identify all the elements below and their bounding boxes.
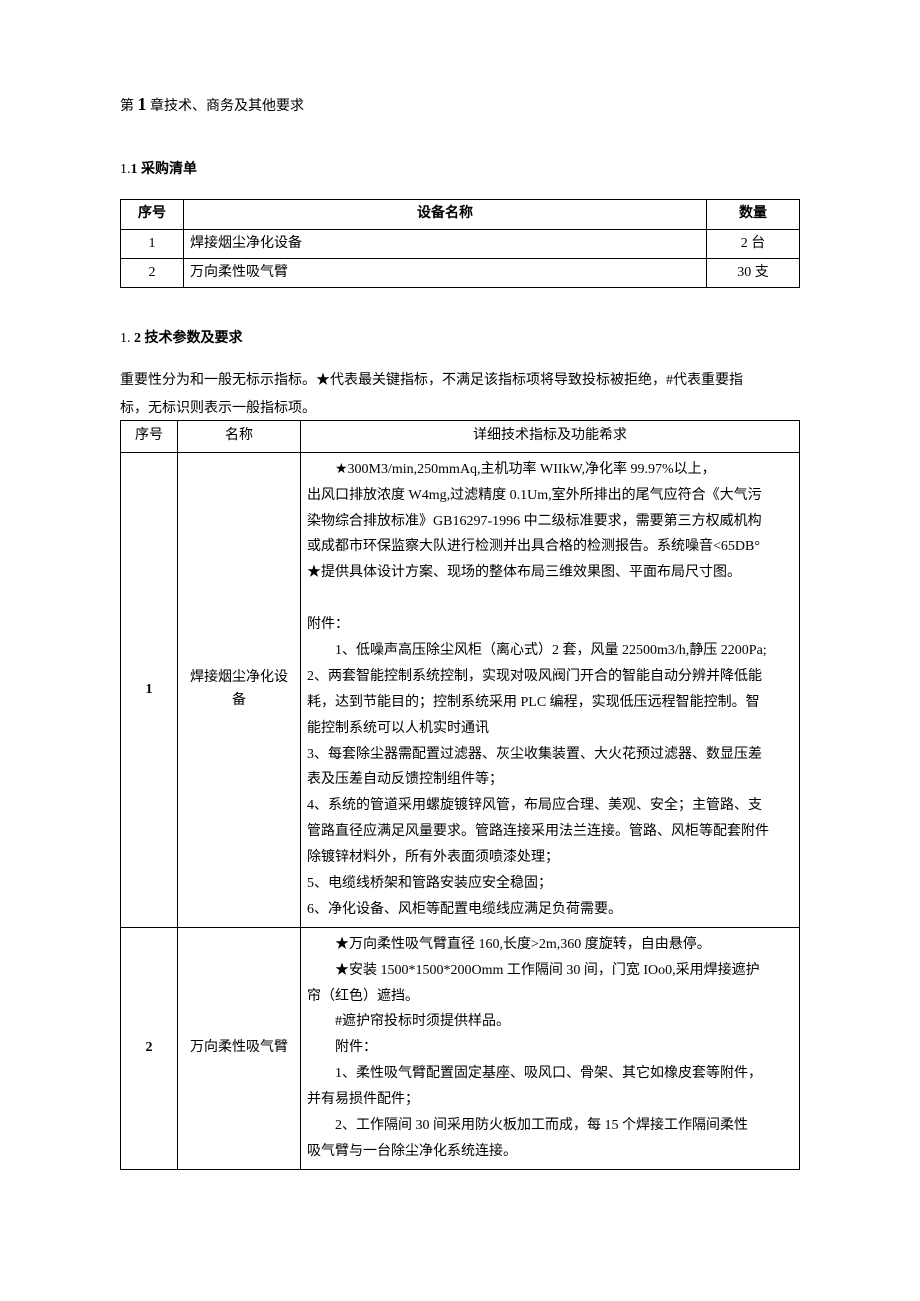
- detail-line: 出风口排放浓度 W4mg,过滤精度 0.1Um,室外所排出的尾气应符合《大气污: [307, 483, 793, 509]
- cell-seq: 2: [121, 927, 178, 1169]
- section-2-prefix: 1.: [120, 331, 131, 346]
- section-1-title: 1.1 采购清单: [120, 159, 800, 181]
- detail-line: ★安装 1500*1500*200Omm 工作隔间 30 间，门宽 IOo0,采…: [307, 958, 793, 984]
- col-name-header: 设备名称: [184, 200, 707, 229]
- detail-line: ★300M3/min,250mmAq,主机功率 WIIkW,净化率 99.97%…: [307, 457, 793, 483]
- cell-name: 万向柔性吸气臂: [184, 258, 707, 287]
- detail-line: 2、两套智能控制系统控制，实现对吸风阀门开合的智能自动分辨并降低能: [307, 664, 793, 690]
- chapter-prefix: 第: [120, 99, 134, 114]
- section-1-num: 1: [131, 162, 138, 177]
- detail-line: 耗，达到节能目的；控制系统采用 PLC 编程，实现低压远程智能控制。智: [307, 690, 793, 716]
- detail-line: 3、每套除尘器需配置过滤器、灰尘收集装置、大火花预过滤器、数显压差: [307, 742, 793, 768]
- importance-note-line2: 标，无标识则表示一般指标项。: [120, 397, 800, 421]
- cell-name: 万向柔性吸气臂: [178, 927, 301, 1169]
- detail-line: 帘（红色）遮挡。: [307, 984, 793, 1010]
- detail-line: 并有易损件配件；: [307, 1087, 793, 1113]
- cell-seq: 2: [121, 258, 184, 287]
- col-qty-header: 数量: [707, 200, 800, 229]
- chapter-suffix: 章技术、商务及其他要求: [150, 99, 304, 114]
- detail-line: 5、电缆线桥架和管路安装应安全稳固；: [307, 871, 793, 897]
- section-1-label: 采购清单: [141, 162, 197, 177]
- col-seq-header: 序号: [121, 421, 178, 452]
- cell-qty: 2 台: [707, 229, 800, 258]
- purchase-table: 序号 设备名称 数量 1 焊接烟尘净化设备 2 台 2 万向柔性吸气臂 30 支: [120, 199, 800, 288]
- section-2-label: 技术参数及要求: [145, 331, 243, 346]
- section-1-prefix: 1.: [120, 162, 131, 177]
- cell-name: 焊接烟尘净化设备: [178, 452, 301, 927]
- section-2-title: 1. 2 技术参数及要求: [120, 328, 800, 350]
- table-header-row: 序号 设备名称 数量: [121, 200, 800, 229]
- section-2-num: 2: [134, 331, 141, 346]
- detail-line: ★提供具体设计方案、现场的整体布局三维效果图、平面布局尺寸图。: [307, 560, 793, 586]
- col-detail-header: 详细技术指标及功能希求: [301, 421, 800, 452]
- detail-line: 2、工作隔间 30 间采用防火板加工而成，每 15 个焊接工作隔间柔性: [307, 1113, 793, 1139]
- detail-line: 表及压差自动反馈控制组件等；: [307, 767, 793, 793]
- table-row: 1 焊接烟尘净化设备 ★300M3/min,250mmAq,主机功率 WIIkW…: [121, 452, 800, 927]
- detail-line: #遮护帘投标时须提供样品。: [307, 1009, 793, 1035]
- detail-line: 吸气臂与一台除尘净化系统连接。: [307, 1139, 793, 1165]
- table-row: 1 焊接烟尘净化设备 2 台: [121, 229, 800, 258]
- cell-detail: ★万向柔性吸气臂直径 160,长度>2m,360 度旋转，自由悬停。 ★安装 1…: [301, 927, 800, 1169]
- cell-detail: ★300M3/min,250mmAq,主机功率 WIIkW,净化率 99.97%…: [301, 452, 800, 927]
- detail-line: ★万向柔性吸气臂直径 160,长度>2m,360 度旋转，自由悬停。: [307, 932, 793, 958]
- cell-seq: 1: [121, 229, 184, 258]
- detail-blank: [307, 586, 793, 612]
- table-header-row: 序号 名称 详细技术指标及功能希求: [121, 421, 800, 452]
- detail-line: 染物综合排放标准》GB16297-1996 中二级标准要求，需要第三方权威机构: [307, 509, 793, 535]
- importance-note-line1: 重要性分为和一般无标示指标。★代表最关键指标，不满足该指标项将导致投标被拒绝，#…: [120, 369, 800, 393]
- cell-seq: 1: [121, 452, 178, 927]
- table-row: 2 万向柔性吸气臂 30 支: [121, 258, 800, 287]
- col-name-header: 名称: [178, 421, 301, 452]
- chapter-title: 第 1 章技术、商务及其他要求: [120, 90, 800, 119]
- detail-line: 或成都市环保监察大队进行检测并出具合格的检测报告。系统噪音<65DB°: [307, 534, 793, 560]
- detail-line: 能控制系统可以人机实时通讯: [307, 716, 793, 742]
- detail-line: 除镀锌材料外，所有外表面须喷漆处理；: [307, 845, 793, 871]
- detail-line: 管路直径应满足风量要求。管路连接采用法兰连接。管路、风柜等配套附件: [307, 819, 793, 845]
- col-seq-header: 序号: [121, 200, 184, 229]
- spec-table: 序号 名称 详细技术指标及功能希求 1 焊接烟尘净化设备 ★300M3/min,…: [120, 420, 800, 1169]
- chapter-num: 1: [138, 94, 147, 114]
- detail-line: 1、柔性吸气臂配置固定基座、吸风口、骨架、其它如橡皮套等附件，: [307, 1061, 793, 1087]
- detail-line: 附件：: [307, 612, 793, 638]
- cell-name: 焊接烟尘净化设备: [184, 229, 707, 258]
- detail-line: 4、系统的管道采用螺旋镀锌风管，布局应合理、美观、安全；主管路、支: [307, 793, 793, 819]
- cell-qty: 30 支: [707, 258, 800, 287]
- table-row: 2 万向柔性吸气臂 ★万向柔性吸气臂直径 160,长度>2m,360 度旋转，自…: [121, 927, 800, 1169]
- detail-line: 1、低噪声高压除尘风柜（离心式）2 套，风量 22500m3/h,静压 2200…: [307, 638, 793, 664]
- detail-line: 附件：: [307, 1035, 793, 1061]
- detail-line: 6、净化设备、风柜等配置电缆线应满足负荷需要。: [307, 897, 793, 923]
